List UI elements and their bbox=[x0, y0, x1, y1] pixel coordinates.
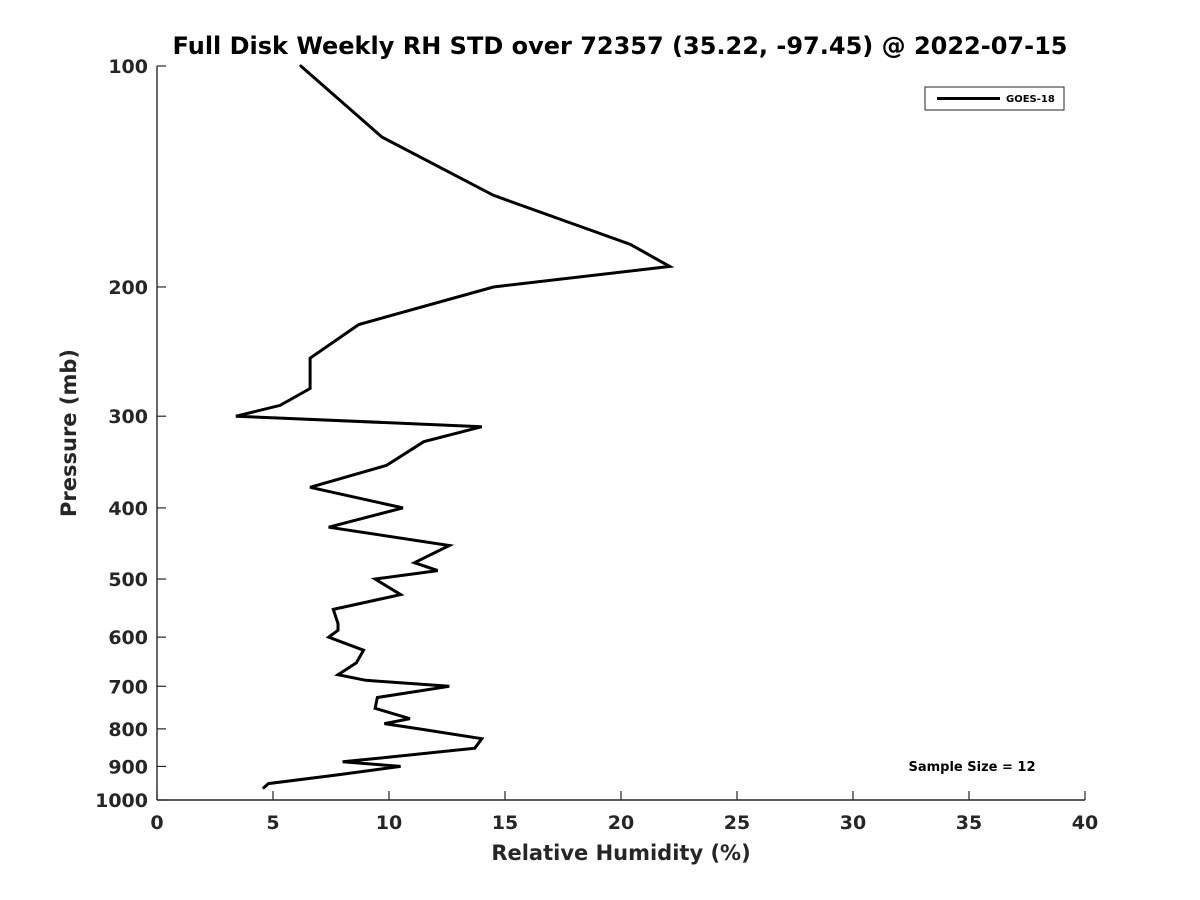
y-tick-label: 100 bbox=[108, 56, 148, 78]
x-tick-label: 40 bbox=[1072, 812, 1098, 834]
legend-series-label: GOES-18 bbox=[1006, 94, 1055, 105]
y-axis-ticks: 100 200 300 400 500 600 700 800 900 1000 bbox=[95, 56, 166, 812]
x-tick-label: 5 bbox=[266, 812, 279, 834]
y-tick-label: 200 bbox=[108, 277, 148, 299]
legend: GOES-18 bbox=[924, 86, 1065, 111]
y-tick-label: 300 bbox=[108, 406, 148, 428]
y-tick-label: 700 bbox=[108, 676, 148, 698]
plot-axes bbox=[156, 66, 1085, 801]
x-tick-label: 30 bbox=[840, 812, 866, 834]
x-axis-label: Relative Humidity (%) bbox=[491, 841, 750, 865]
x-axis-ticks: 0 5 10 15 20 25 30 35 40 bbox=[150, 791, 1098, 834]
y-axis-label: Pressure (mb) bbox=[57, 349, 81, 517]
y-tick-label: 1000 bbox=[95, 790, 148, 812]
x-tick-label: 25 bbox=[724, 812, 750, 834]
x-tick-label: 35 bbox=[956, 812, 982, 834]
y-tick-label: 800 bbox=[108, 719, 148, 741]
y-tick-label: 900 bbox=[108, 756, 148, 778]
y-tick-label: 500 bbox=[108, 569, 148, 591]
x-tick-label: 15 bbox=[492, 812, 518, 834]
series-layer bbox=[235, 64, 675, 790]
series-line-goes-18 bbox=[235, 64, 675, 790]
x-tick-label: 20 bbox=[608, 812, 634, 834]
y-tick-label: 600 bbox=[108, 627, 148, 649]
sample-size-annotation: Sample Size = 12 bbox=[908, 760, 1035, 775]
x-tick-label: 10 bbox=[376, 812, 402, 834]
chart-title: Full Disk Weekly RH STD over 72357 (35.2… bbox=[173, 32, 1068, 60]
y-tick-label: 400 bbox=[108, 498, 148, 520]
x-tick-label: 0 bbox=[150, 812, 163, 834]
